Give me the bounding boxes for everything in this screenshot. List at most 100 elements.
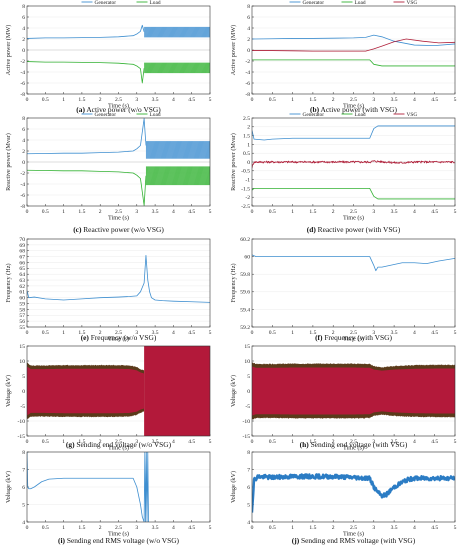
x-tick-label: 4 [413, 525, 416, 531]
x-tick-label: 2 [99, 525, 102, 531]
x-tick-label: 5 [454, 97, 457, 103]
chart-b: -8 -6 -4 -2 0 2 4 6 8 0 0.5 1 1.5 2 2.5 3 3.5 4 4.5 5 Time (… [230, 0, 457, 114]
chart-f: 59.2 59.4 59.6 59.8 60 60.2 0 0.5 1 1.5 2 2.5 3 3.5 4 4… [230, 237, 457, 343]
y-axis-label: Reactive power (Mvar) [5, 133, 12, 191]
y-tick-label: 2 [247, 125, 250, 131]
y-tick-label: 57 [19, 313, 25, 319]
x-tick-label: 1 [62, 97, 65, 103]
y-tick-label: -15 [243, 434, 251, 440]
chart-caption: (j) Sending end RMS voltage (with VSG) [292, 536, 416, 545]
oscillation-band [144, 62, 210, 74]
y-tick-label: 55 [19, 325, 25, 331]
legend: Generator Load [81, 112, 161, 118]
y-tick-label: -15 [18, 434, 26, 440]
x-tick-label: 1.5 [309, 330, 316, 336]
caption-text: Frequency (with VSG) [322, 333, 392, 342]
plot-area [27, 255, 210, 303]
x-axis-label: Time (s) [343, 445, 364, 452]
x-tick-label: 1.5 [78, 330, 85, 336]
series-line [252, 160, 455, 169]
x-tick-label: 0 [251, 330, 254, 336]
y-tick-label: 60.2 [240, 237, 250, 243]
y-tick-label: -4 [20, 182, 25, 188]
x-tick-label: 0.5 [269, 330, 276, 336]
y-tick-label: 0 [22, 160, 25, 166]
y-axis-label: Voltage (kV) [5, 375, 12, 407]
x-tick-label: 4 [172, 209, 175, 215]
chart-caption: (i) Sending end RMS voltage (w/o VSG) [58, 536, 180, 545]
x-tick-label: 2.5 [115, 525, 122, 531]
x-axis-label: Time (s) [108, 215, 129, 222]
y-tick-label: 15 [244, 344, 250, 350]
x-tick-label: 1 [62, 525, 65, 531]
y-tick-label: 67 [19, 255, 25, 261]
x-axis-label: Time (s) [343, 531, 364, 538]
x-tick-label: 2.5 [350, 330, 357, 336]
x-tick-label: 0.5 [42, 330, 49, 336]
y-tick-label: 4 [22, 520, 25, 526]
plot-frame [251, 5, 456, 95]
x-tick-label: 0 [26, 439, 29, 445]
y-tick-label: 59.8 [240, 272, 250, 278]
y-tick-label: -8 [20, 92, 25, 98]
x-tick-label: 2 [99, 439, 102, 445]
chart-i: 4 5 6 7 8 0 0.5 1 1.5 2 2.5 3 3.5 4 4.5 5 Time (s) Voltag… [5, 450, 212, 545]
y-tick-label: 7 [247, 467, 250, 473]
series-line [252, 254, 455, 272]
x-tick-label: 3.5 [152, 525, 159, 531]
legend-entry: Generator [95, 112, 117, 118]
y-axis-label: Active power (MW) [5, 25, 12, 76]
legend-entry: Load [355, 112, 366, 118]
x-tick-label: 3.5 [152, 330, 159, 336]
oscillation-hatch [145, 141, 210, 159]
y-tick-label: 65 [19, 266, 25, 272]
y-tick-label: -2.5 [241, 204, 250, 210]
x-tick-label: 2.5 [350, 209, 357, 215]
y-axis-label: Active power (MW) [230, 25, 237, 76]
y-tick-label: 10 [19, 359, 25, 365]
chart-a: -8 -6 -4 -2 0 2 4 6 8 0 0.5 1 1.5 2 2.5 3 3.5 4 4.5 5 Time (… [5, 0, 212, 114]
x-axis-label: Time (s) [343, 215, 364, 222]
y-tick-label: 2.5 [243, 116, 250, 122]
legend-entry: VSG [407, 0, 418, 6]
x-tick-label: 4.5 [431, 525, 438, 531]
caption-text: Sending end voltage (w/o VSG) [75, 440, 172, 449]
y-tick-label: 62 [19, 284, 25, 290]
x-tick-label: 3.5 [391, 439, 398, 445]
x-tick-label: 0 [26, 525, 29, 531]
y-tick-label: -10 [18, 419, 26, 425]
y-axis-label: Reactive power (Mvar) [230, 133, 237, 191]
y-tick-label: -6 [245, 81, 250, 87]
x-tick-label: 5 [454, 209, 457, 215]
y-tick-label: 8 [22, 4, 25, 10]
x-tick-label: 1.5 [309, 439, 316, 445]
legend: Generator Load VSG [289, 112, 417, 118]
x-tick-label: 5 [209, 439, 212, 445]
plot-frame [26, 5, 211, 95]
x-tick-label: 1.5 [78, 439, 85, 445]
y-tick-label: 6 [247, 485, 250, 491]
x-tick-label: 2.5 [115, 209, 122, 215]
y-tick-label: 1 [247, 142, 250, 148]
y-tick-label: 60 [244, 255, 250, 261]
chart-caption: (c) Reactive power (w/o VSG) [73, 225, 164, 234]
chart-h: -15 -10 -5 0 5 10 15 0 0.5 1 1.5 2 2.5 3 3.5 4 4.5 5 Time … [230, 344, 457, 452]
x-tick-label: 4 [172, 525, 175, 531]
legend-entry: Load [150, 0, 161, 6]
y-tick-label: 6 [22, 485, 25, 491]
series-line [27, 255, 210, 303]
voltage-envelope [27, 366, 145, 416]
x-tick-label: 5 [209, 525, 212, 531]
caption-label: (g) [66, 440, 75, 449]
x-tick-label: 1 [291, 525, 294, 531]
x-tick-label: 4.5 [431, 209, 438, 215]
x-tick-label: 1.5 [78, 525, 85, 531]
x-tick-label: 1 [62, 330, 65, 336]
x-tick-label: 0 [251, 525, 254, 531]
x-tick-label: 0.5 [269, 209, 276, 215]
plot-area [27, 452, 149, 522]
y-tick-label: 59.6 [240, 290, 250, 296]
y-tick-label: 1.5 [243, 134, 250, 140]
